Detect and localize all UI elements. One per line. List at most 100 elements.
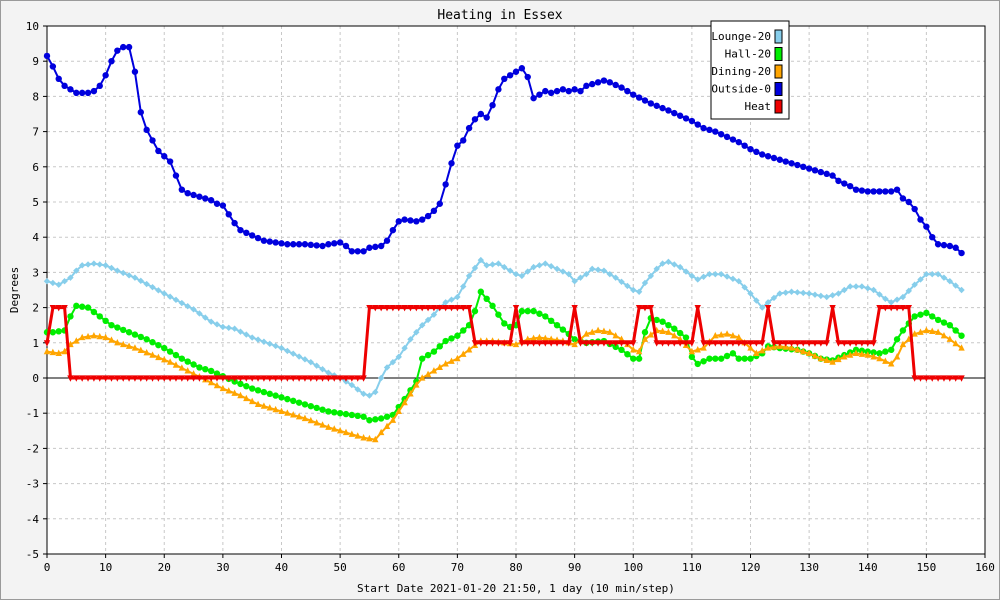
data-point-hall-20 [325,408,332,415]
grid [47,26,985,554]
data-point-outside-0 [706,126,713,134]
data-point-heat [389,305,397,312]
data-point-hall-20 [489,302,496,310]
data-point-heat [665,340,672,347]
data-point-outside-0 [348,248,356,255]
data-point-hall-20 [295,399,303,406]
data-point-outside-0 [260,237,268,244]
data-point-heat [676,340,684,347]
data-point-hall-20 [618,346,625,354]
y-tick-label: 1 [32,337,39,350]
data-point-heat [917,375,924,382]
data-point-heat [260,375,268,382]
data-point-outside-0 [331,240,338,247]
data-point-lounge-20 [190,306,197,313]
data-point-hall-20 [342,410,350,418]
data-point-lounge-20 [899,293,907,301]
legend-label-hall-20: Hall-20 [725,48,771,61]
data-point-heat [899,305,907,312]
data-point-heat [717,340,725,347]
data-point-outside-0 [266,238,273,245]
data-point-lounge-20 [149,283,156,291]
data-point-hall-20 [882,348,889,355]
data-point-lounge-20 [213,321,221,328]
data-point-lounge-20 [542,260,549,267]
data-point-lounge-20 [606,270,613,278]
data-point-lounge-20 [73,267,80,274]
x-tick-label: 60 [392,561,405,574]
data-point-hall-20 [940,319,948,326]
data-point-dining-20 [307,416,315,424]
data-point-dining-20 [571,340,578,348]
data-point-outside-0 [73,89,80,97]
data-point-heat [893,305,901,312]
data-point-lounge-20 [49,279,57,287]
data-point-dining-20 [231,389,238,396]
data-point-lounge-20 [852,283,860,290]
data-point-dining-20 [430,367,438,374]
data-point-outside-0 [313,242,320,249]
data-point-lounge-20 [325,369,332,376]
data-point-outside-0 [301,241,309,248]
data-point-outside-0 [800,163,807,170]
data-point-heat [571,305,578,312]
data-point-lounge-20 [641,279,649,287]
data-point-outside-0 [49,63,57,70]
data-point-heat [905,305,912,312]
data-point-heat [319,375,326,382]
data-point-outside-0 [225,211,232,218]
data-point-heat [770,340,778,347]
data-point-lounge-20 [172,296,180,304]
data-point-outside-0 [477,110,485,118]
data-point-heat [84,375,92,382]
data-point-lounge-20 [348,381,356,389]
data-point-hall-20 [706,355,713,362]
data-point-outside-0 [495,86,502,93]
data-point-lounge-20 [753,297,760,304]
data-point-outside-0 [659,104,666,112]
data-point-heat [196,375,203,382]
data-point-dining-20 [73,337,80,344]
data-point-outside-0 [137,109,144,116]
data-point-heat [219,375,227,382]
data-point-outside-0 [166,158,174,165]
data-point-outside-0 [155,147,162,155]
data-point-outside-0 [125,43,133,51]
data-point-lounge-20 [143,280,150,288]
data-point-heat [682,340,690,347]
data-point-lounge-20 [688,272,696,280]
data-point-dining-20 [600,327,608,334]
data-point-lounge-20 [248,334,256,341]
data-point-hall-20 [90,308,98,316]
data-point-heat [407,305,414,312]
data-point-outside-0 [788,160,795,167]
data-point-heat [612,340,619,347]
data-point-heat [73,375,80,382]
data-point-outside-0 [776,156,784,163]
data-point-hall-20 [700,358,707,365]
data-point-outside-0 [512,68,520,75]
data-point-heat [547,340,555,347]
data-point-dining-20 [659,327,666,334]
data-point-lounge-20 [635,288,643,295]
data-point-outside-0 [823,170,830,178]
data-point-lounge-20 [653,265,660,273]
data-point-heat [460,305,467,312]
data-point-outside-0 [377,242,385,250]
data-point-heat [800,340,807,347]
data-point-outside-0 [501,75,508,83]
data-point-outside-0 [676,112,684,119]
data-point-lounge-20 [788,288,795,295]
data-point-outside-0 [671,109,678,117]
data-point-lounge-20 [372,388,379,396]
data-point-outside-0 [84,89,92,97]
data-point-heat [266,375,273,382]
data-point-lounge-20 [366,392,373,399]
data-point-heat [454,305,461,312]
data-point-outside-0 [395,218,402,225]
data-point-outside-0 [835,177,842,185]
data-point-heat [313,375,320,382]
data-point-hall-20 [911,313,918,320]
data-point-dining-20 [120,340,127,348]
data-point-dining-20 [137,346,144,354]
